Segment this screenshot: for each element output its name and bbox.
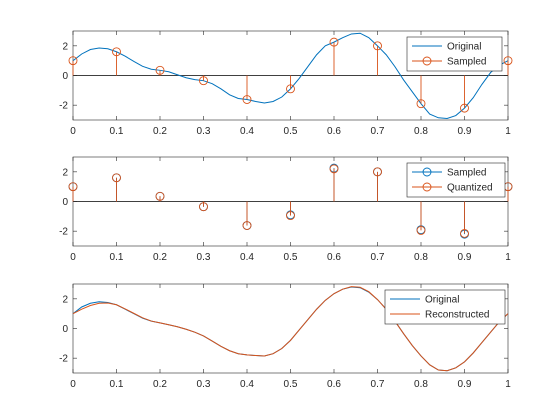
legend-label: Reconstructed <box>425 310 489 321</box>
legend: Original Sampled <box>406 36 503 72</box>
series-line-2 <box>72 286 509 372</box>
x-tick-label: 0.9 <box>458 379 472 390</box>
subplot-1: 0 0.1 0.2 0.3 0.4 0.5 0.6 0.7 0.8 0.9 1 -2 0 2 Origina… <box>59 30 513 137</box>
stem-marker <box>416 99 426 109</box>
x-tick-label: 1 <box>505 252 511 263</box>
x-tick-label: 0.8 <box>414 126 428 137</box>
legend-marker <box>422 182 432 192</box>
x-tick-label: 0.2 <box>153 379 167 390</box>
x-tick-label: 0.7 <box>371 252 385 263</box>
x-tick-label: 1 <box>505 126 511 137</box>
x-tick-label: 0.4 <box>240 252 254 263</box>
y-tick-label: 0 <box>62 71 68 82</box>
stem-marker <box>242 221 252 230</box>
legend-label: Original <box>447 42 481 53</box>
y-tick-label: -2 <box>59 101 68 112</box>
x-tick-label: 0.4 <box>240 126 254 137</box>
x-tick-label: 0.1 <box>110 126 124 137</box>
x-tick-label: 0.3 <box>197 379 211 390</box>
stem-marker <box>373 167 382 177</box>
legend-marker <box>422 56 432 66</box>
x-tick-label: 0.6 <box>327 379 341 390</box>
x-tick-label: 0.7 <box>371 126 385 137</box>
legend-marker <box>422 167 432 177</box>
stem-marker <box>286 211 295 221</box>
stem-marker <box>460 228 469 238</box>
y-tick-label: 0 <box>62 324 68 335</box>
x-tick-label: 0.3 <box>197 126 211 137</box>
legend-box <box>384 289 506 325</box>
y-tick-label: 0 <box>62 197 68 208</box>
x-tick-label: 0.9 <box>458 252 472 263</box>
stem-marker <box>460 103 469 113</box>
x-tick-label: 0.9 <box>458 126 472 137</box>
legend-label: Sampled <box>447 168 486 179</box>
x-tick-label: 0.6 <box>327 252 341 263</box>
x-tick-label: 0.5 <box>284 126 298 137</box>
x-tick-label: 0.5 <box>284 379 298 390</box>
x-tick-label: 0.6 <box>327 126 341 137</box>
stem-marker <box>286 84 295 94</box>
stem-marker <box>416 225 426 235</box>
legend: Sampled Quantized <box>406 162 506 198</box>
x-tick-label: 0.4 <box>240 379 254 390</box>
stem-marker <box>155 191 165 201</box>
subplot-2: 0 0.1 0.2 0.3 0.4 0.5 0.6 0.7 0.8 0.9 1 -2 0 2 Sampled… <box>59 156 513 263</box>
x-tick-label: 0.7 <box>371 379 385 390</box>
legend-label: Quantized <box>447 183 493 194</box>
legend-label: Original <box>425 295 459 306</box>
x-tick-label: 0.2 <box>153 252 167 263</box>
legend-box <box>406 162 506 198</box>
stem-marker <box>112 173 121 183</box>
x-tick-label: 0.5 <box>284 252 298 263</box>
x-tick-label: 0 <box>70 379 76 390</box>
y-tick-label: 2 <box>62 41 68 52</box>
x-tick-label: 0.2 <box>153 126 167 137</box>
x-tick-label: 0.8 <box>414 379 428 390</box>
subplot-3: 0 0.1 0.2 0.3 0.4 0.5 0.6 0.7 0.8 0.9 1 -2 0 2 Origina… <box>59 283 511 390</box>
stem-marker <box>68 182 78 192</box>
x-tick-label: 0 <box>70 126 76 137</box>
stem-marker <box>155 65 165 75</box>
stem-marker <box>68 56 78 66</box>
stem-marker <box>242 95 252 104</box>
stem-marker <box>112 47 121 57</box>
x-tick-label: 0.3 <box>197 252 211 263</box>
x-tick-label: 0 <box>70 252 76 263</box>
legend: Original Reconstructed <box>384 289 506 325</box>
x-tick-label: 0.1 <box>110 379 124 390</box>
x-tick-label: 0.8 <box>414 252 428 263</box>
stem-marker <box>329 164 339 174</box>
y-tick-label: 2 <box>62 294 68 305</box>
stem-marker <box>503 56 513 66</box>
y-tick-label: 2 <box>62 167 68 178</box>
stem-marker <box>199 202 208 212</box>
stem-marker <box>329 37 339 47</box>
y-tick-label: -2 <box>59 354 68 365</box>
x-tick-label: 1 <box>505 379 511 390</box>
stem-marker <box>199 76 208 86</box>
legend-label: Sampled <box>447 57 486 68</box>
legend-box <box>406 36 503 72</box>
y-tick-label: -2 <box>59 227 68 238</box>
x-tick-label: 0.1 <box>110 252 124 263</box>
stem-marker <box>373 41 382 51</box>
